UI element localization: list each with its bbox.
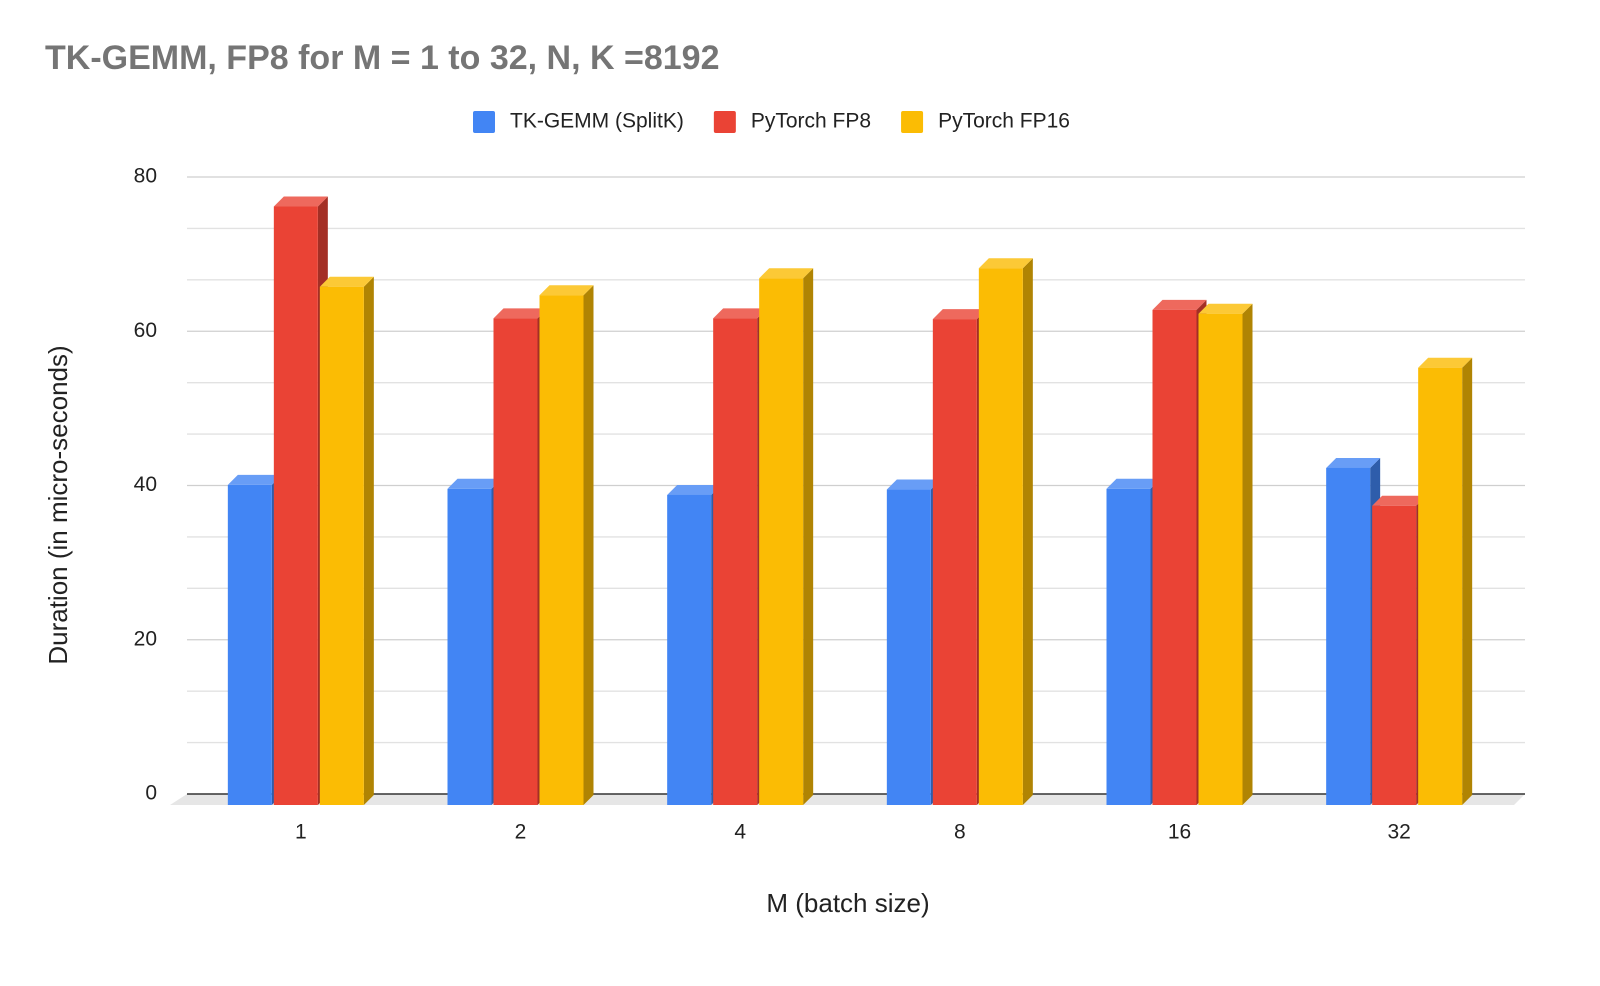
legend: TK-GEMM (SplitK) PyTorch FP8 PyTorch FP16 <box>473 110 1070 133</box>
chart-title: TK-GEMM, FP8 for M = 1 to 32, N, K =8192 <box>45 39 720 77</box>
bar <box>1372 495 1427 805</box>
x-tick-label: 16 <box>1168 821 1191 844</box>
bar-top <box>978 258 1033 269</box>
bar-top <box>1152 299 1207 310</box>
x-tick-label: 1 <box>295 821 307 844</box>
bar-front <box>1106 488 1151 805</box>
bar-top <box>319 276 374 287</box>
floor <box>170 794 1525 805</box>
bar-front <box>493 318 538 805</box>
x-tick-label: 2 <box>515 821 527 844</box>
bar-front <box>667 494 712 805</box>
bar-top <box>227 474 282 485</box>
bar <box>227 474 282 805</box>
bar <box>1198 303 1253 805</box>
x-axis-label: M (batch size) <box>766 888 929 918</box>
legend-label: PyTorch FP16 <box>938 110 1070 133</box>
legend-swatch <box>713 111 736 133</box>
bar-top <box>273 196 328 207</box>
bar-front <box>886 489 931 805</box>
bar-side <box>1462 357 1473 805</box>
legend-swatch <box>901 111 924 133</box>
bar <box>273 196 328 805</box>
bar-top <box>493 308 548 319</box>
x-tick-label: 32 <box>1387 821 1410 844</box>
bar-front <box>227 484 272 805</box>
bar-front <box>1198 313 1243 805</box>
bar-front <box>978 268 1023 806</box>
bar-top <box>447 478 502 489</box>
bar-side <box>583 285 594 805</box>
bar-front <box>1372 505 1417 805</box>
bar <box>1326 457 1381 805</box>
bar <box>1106 478 1161 805</box>
bar <box>539 285 594 805</box>
bar <box>886 479 941 805</box>
bar <box>493 308 548 805</box>
bar <box>319 276 374 806</box>
bar <box>1152 299 1207 805</box>
bar-front <box>759 278 804 806</box>
bar-top <box>667 484 722 495</box>
bar-front <box>539 295 584 805</box>
bar-front <box>1152 309 1197 805</box>
bar-top <box>932 309 987 320</box>
y-tick-label: 0 <box>145 782 157 805</box>
bar-front <box>932 319 977 805</box>
bar-top <box>1198 303 1253 314</box>
bar-top <box>1106 478 1161 489</box>
legend-swatch <box>473 111 495 133</box>
bar-top <box>1372 495 1427 506</box>
bar-front <box>273 206 318 805</box>
bar-side <box>1242 303 1253 805</box>
legend-label: TK-GEMM (SplitK) <box>510 110 684 133</box>
bar <box>932 309 987 805</box>
bar-front <box>1418 367 1463 805</box>
bar-front <box>447 488 492 805</box>
bar-top <box>1418 357 1473 368</box>
bar <box>447 478 502 805</box>
bar <box>667 484 722 805</box>
x-tick-label: 8 <box>954 821 966 844</box>
bar-top <box>539 285 594 296</box>
bar-side <box>363 276 374 806</box>
bar <box>759 268 814 806</box>
bar <box>713 308 768 805</box>
bar <box>978 258 1033 806</box>
bar-top <box>759 268 814 279</box>
bar-front <box>319 286 364 806</box>
x-tick-label: 4 <box>734 821 746 844</box>
bar-side <box>1022 258 1033 806</box>
bar-front <box>1326 467 1371 805</box>
bar-top <box>1326 457 1381 468</box>
bar-front <box>713 318 758 805</box>
y-tick-label: 60 <box>134 319 157 342</box>
bar <box>1418 357 1473 805</box>
y-tick-label: 20 <box>134 627 157 650</box>
bar-top <box>886 479 941 490</box>
legend-label: PyTorch FP8 <box>751 110 871 133</box>
bar-side <box>803 268 814 806</box>
y-tick-label: 80 <box>134 165 157 188</box>
y-tick-label: 40 <box>134 473 157 496</box>
y-axis-label: Duration (in micro-seconds) <box>43 345 73 664</box>
bar-top <box>713 308 768 319</box>
